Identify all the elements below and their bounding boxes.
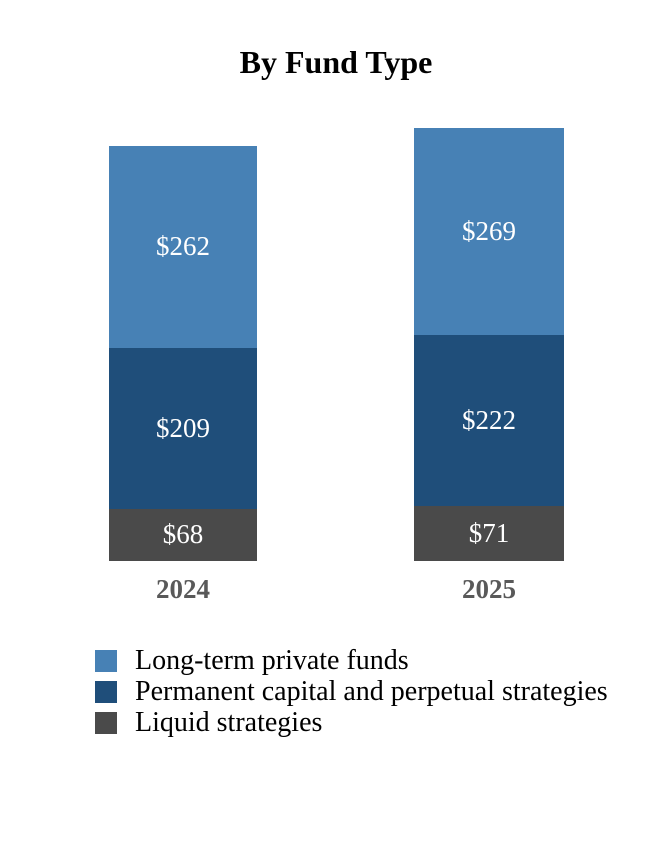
chart-area: $262 $209 $68 2024 $269 $222 $71 2025 (109, 128, 564, 604)
legend-swatch-icon (95, 711, 117, 734)
bar-segment-2025-series0: $269 (414, 128, 564, 336)
legend-item-0: Long-term private funds (95, 645, 608, 676)
segment-value-label: $68 (162, 519, 204, 550)
legend-swatch-icon (95, 680, 117, 703)
bar-column-2025: $269 $222 $71 (414, 128, 564, 561)
bar-segment-2024-series0: $262 (109, 146, 257, 348)
legend-label: Liquid strategies (135, 707, 323, 738)
legend-item-2: Liquid strategies (95, 707, 608, 738)
bar-segment-2024-series2: $68 (109, 508, 257, 561)
bar-column-2024: $262 $209 $68 (109, 146, 257, 561)
segment-value-label: $262 (156, 231, 210, 262)
segment-value-label: $209 (156, 412, 210, 443)
chart-title: By Fund Type (239, 44, 433, 81)
legend: Long-term private funds Permanent capital… (95, 645, 608, 738)
legend-item-1: Permanent capital and perpetual strategi… (95, 676, 608, 707)
bar-segment-2025-series1: $222 (414, 335, 564, 507)
category-label-2024: 2024 (156, 574, 210, 604)
segment-value-label: $269 (462, 216, 516, 247)
segment-value-label: $222 (462, 405, 516, 436)
legend-label: Long-term private funds (135, 645, 409, 676)
bar-segment-2025-series2: $71 (414, 506, 564, 561)
legend-swatch-icon (95, 649, 117, 672)
legend-label: Permanent capital and perpetual strategi… (135, 676, 608, 707)
bar-segment-2024-series1: $209 (109, 347, 257, 509)
category-label-2025: 2025 (462, 574, 516, 604)
segment-value-label: $71 (468, 518, 510, 549)
